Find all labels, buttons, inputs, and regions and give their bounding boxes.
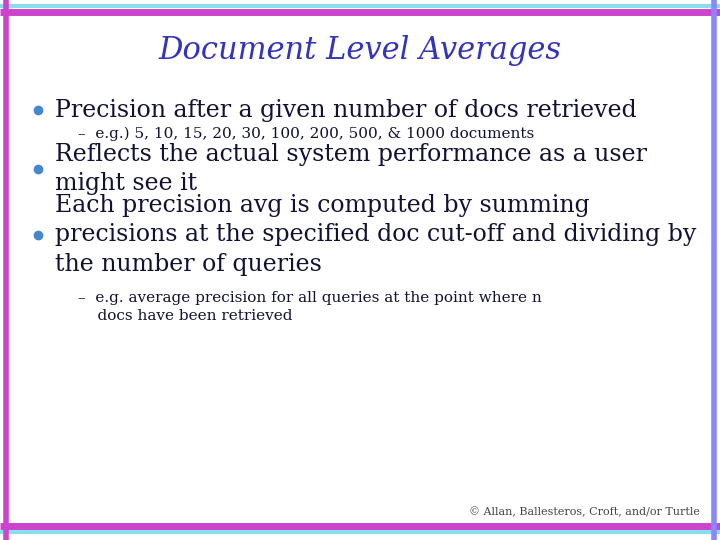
Text: –  e.g.) 5, 10, 15, 20, 30, 100, 200, 500, & 1000 documents: – e.g.) 5, 10, 15, 20, 30, 100, 200, 500… [78,127,534,141]
Text: Reflects the actual system performance as a user
might see it: Reflects the actual system performance a… [55,143,647,195]
Text: Each precision avg is computed by summing
precisions at the specified doc cut-of: Each precision avg is computed by summin… [55,194,696,276]
Text: Precision after a given number of docs retrieved: Precision after a given number of docs r… [55,98,636,122]
Text: © Allan, Ballesteros, Croft, and/or Turtle: © Allan, Ballesteros, Croft, and/or Turt… [469,507,700,517]
Text: Document Level Averages: Document Level Averages [158,35,562,65]
Text: –  e.g. average precision for all queries at the point where n
    docs have bee: – e.g. average precision for all queries… [78,291,541,323]
